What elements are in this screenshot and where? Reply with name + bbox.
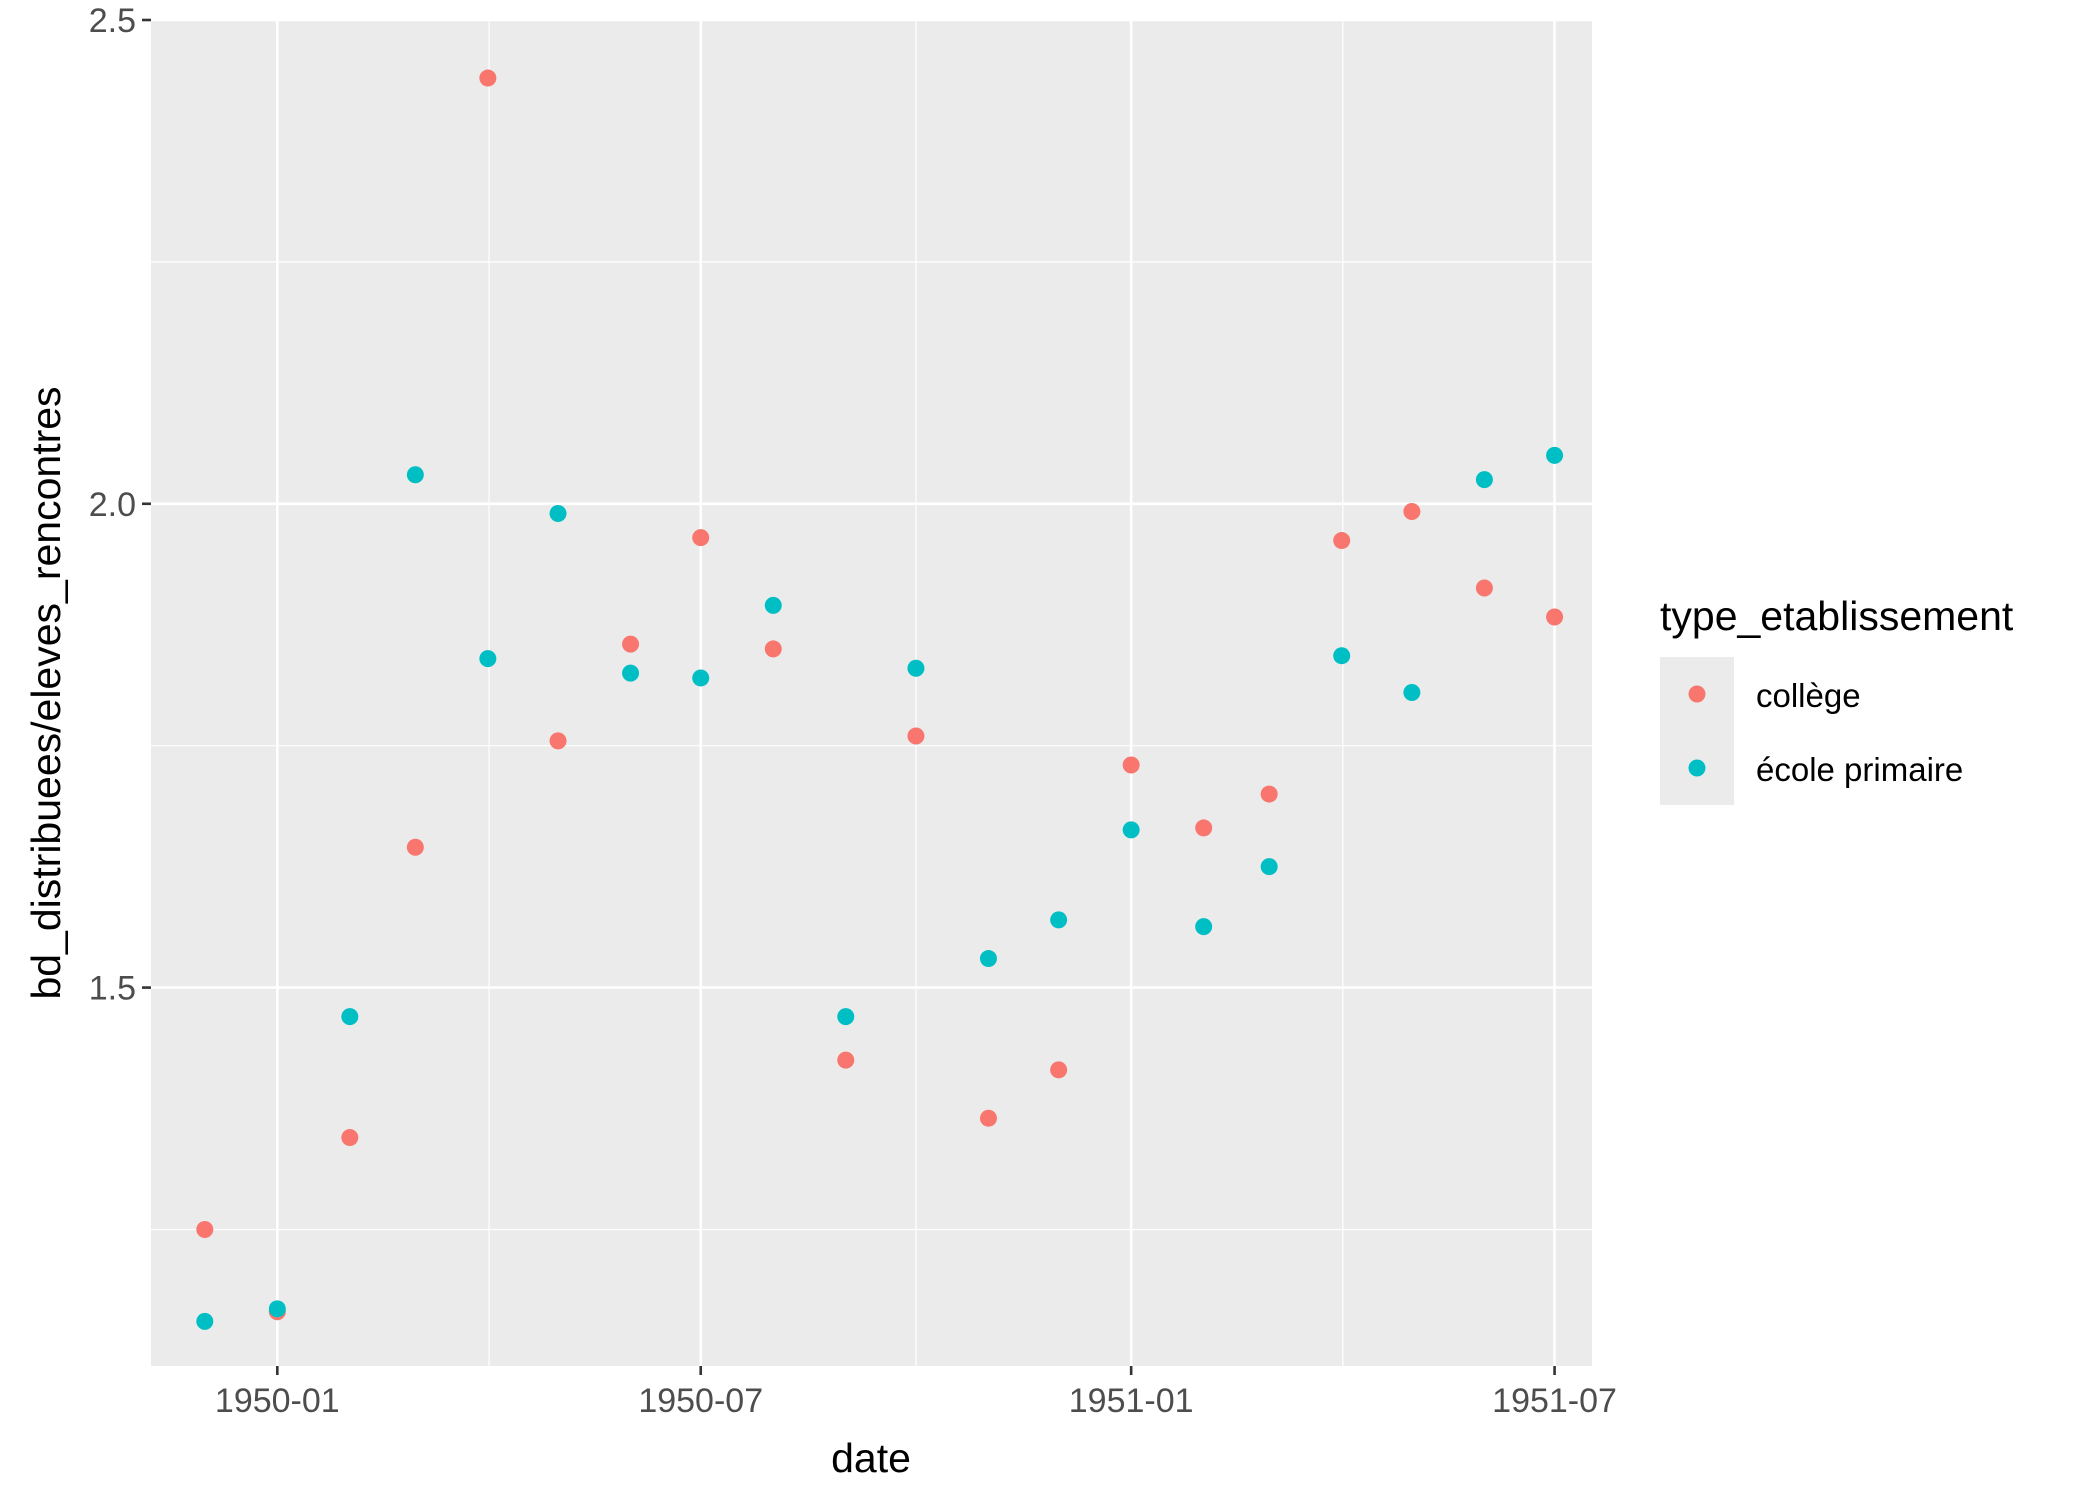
point-series-1-5 [549, 504, 567, 522]
x-axis-ticks: 1950-01 1950-07 1951-01 1951-07 [215, 1366, 1617, 1420]
point-series-1-17 [1403, 683, 1421, 701]
point-series-1-9 [837, 1008, 855, 1026]
x-tick-label-3: 1951-07 [1492, 1382, 1617, 1420]
point-series-0-18 [1475, 579, 1493, 597]
point-series-0-2 [341, 1129, 359, 1147]
y-tick-label-0: 1.5 [89, 970, 136, 1008]
point-series-1-1 [268, 1300, 286, 1318]
y-tick-label-2: 2.5 [89, 2, 136, 40]
y-tick-label-1: 2.0 [89, 486, 136, 524]
point-series-1-11 [979, 950, 997, 968]
point-series-0-8 [764, 640, 782, 658]
minor-gridlines [151, 20, 1592, 1366]
point-series-1-2 [341, 1008, 359, 1026]
point-series-1-15 [1260, 858, 1278, 876]
x-tick-label-2: 1951-01 [1069, 1382, 1194, 1420]
point-series-1-16 [1333, 647, 1351, 665]
point-series-1-13 [1122, 821, 1140, 839]
point-series-1-0 [196, 1312, 214, 1330]
point-series-0-10 [907, 727, 925, 745]
point-series-0-5 [549, 732, 567, 750]
point-series-0-12 [1050, 1061, 1068, 1079]
point-series-0-19 [1546, 608, 1564, 626]
point-series-0-15 [1260, 785, 1278, 803]
point-series-1-8 [764, 596, 782, 614]
x-tick-label-0: 1950-01 [215, 1382, 340, 1420]
point-series-0-7 [692, 529, 710, 547]
point-series-0-14 [1195, 819, 1213, 837]
point-series-1-4 [479, 650, 497, 668]
major-gridlines [151, 18, 1592, 1366]
legend-label-college: collège [1756, 677, 1861, 714]
point-series-1-12 [1050, 911, 1068, 929]
point-series-1-10 [907, 659, 925, 677]
x-tick-label-1: 1950-07 [638, 1382, 763, 1420]
point-series-0-17 [1403, 503, 1421, 521]
plot-panel [151, 20, 1592, 1366]
point-series-0-9 [837, 1051, 855, 1069]
legend-title: type_etablissement [1660, 593, 2014, 639]
point-series-1-19 [1546, 446, 1564, 464]
point-series-0-6 [622, 635, 640, 653]
point-series-0-16 [1333, 532, 1351, 550]
point-series-0-4 [479, 69, 497, 87]
legend-key-ecole-primaire [1688, 759, 1706, 777]
legend-label-ecole-primaire: école primaire [1756, 751, 1963, 788]
data-points [196, 69, 1564, 1330]
point-series-1-14 [1195, 918, 1213, 936]
y-axis-title: bd_distribuees/eleves_rencontres [23, 386, 69, 999]
x-axis-title: date [831, 1435, 911, 1481]
point-series-0-0 [196, 1220, 214, 1238]
legend-key-background [1660, 657, 1734, 805]
legend: type_etablissement collège école primair… [1660, 593, 2014, 805]
point-series-1-18 [1475, 471, 1493, 489]
point-series-0-11 [979, 1109, 997, 1127]
point-series-1-3 [406, 466, 424, 484]
point-series-1-6 [622, 664, 640, 682]
legend-key-college [1688, 685, 1706, 703]
y-axis-ticks: 1.5 2.0 2.5 [89, 2, 151, 1008]
point-series-0-3 [406, 838, 424, 856]
point-series-1-7 [692, 669, 710, 687]
point-series-0-13 [1122, 756, 1140, 774]
